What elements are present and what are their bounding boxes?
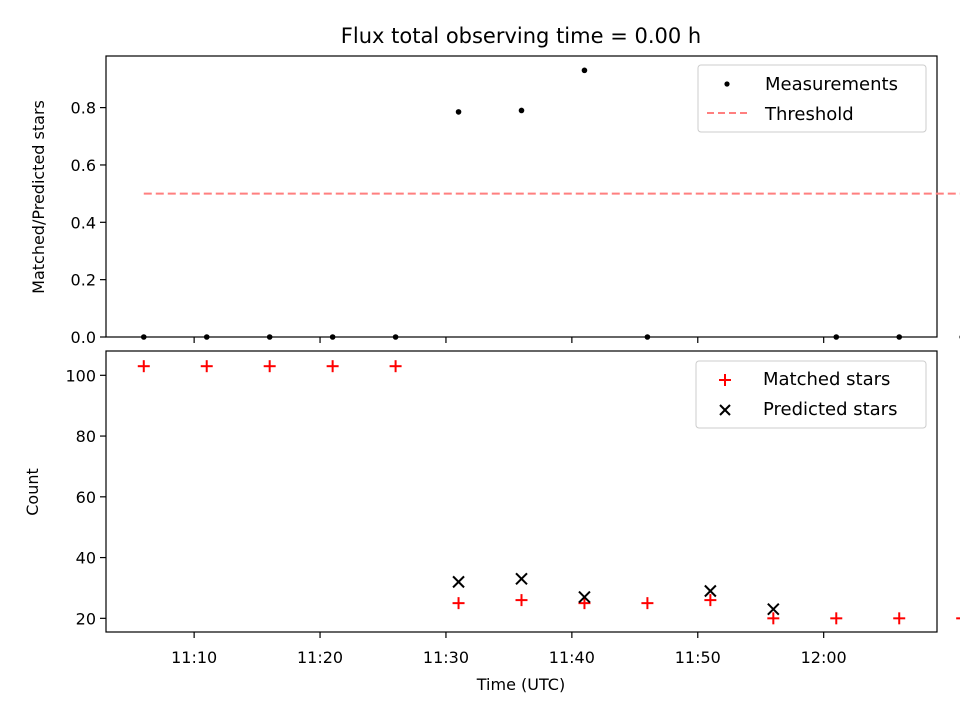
legend-predicted-marker <box>719 404 731 416</box>
predicted-star-stroke-b <box>515 572 528 586</box>
top-x-axis <box>193 337 825 343</box>
predicted-star-point <box>578 590 591 604</box>
bottom-x-tick-label: 11:30 <box>423 648 469 667</box>
matched-star-point <box>830 612 843 625</box>
matched-star-point <box>389 360 402 373</box>
measurement-point <box>581 67 588 74</box>
matched-star-point <box>200 360 213 373</box>
measurement-point <box>896 334 903 340</box>
measurement-point <box>518 107 525 114</box>
predicted-star-stroke-b <box>767 603 780 616</box>
predicted-star-stroke-b <box>578 590 591 604</box>
predicted-star-point <box>767 603 780 616</box>
top-legend: Measurements Threshold <box>697 64 927 133</box>
measurement-point <box>203 334 210 340</box>
legend-matched-label: Matched stars <box>763 369 890 390</box>
bottom-y-tick-label: 40 <box>76 549 96 568</box>
matched-stars-series <box>137 360 960 625</box>
matched-star-point <box>956 617 960 620</box>
top-y-tick-label: 0.6 <box>71 156 96 175</box>
matched-star-point <box>326 360 339 373</box>
legend-matched-marker <box>719 374 731 386</box>
matched-star-point <box>263 360 276 373</box>
top-y-tick-label: 0.4 <box>71 213 96 232</box>
bottom-y-axis: 20 40 60 80 100 <box>65 366 106 628</box>
measurement-point <box>644 334 651 340</box>
measurement-point <box>833 334 840 340</box>
top-y-tick-label: 0.2 <box>71 271 96 290</box>
bottom-y-axis-label: Count <box>23 468 42 516</box>
top-legend-box <box>697 64 927 133</box>
x-axis-label: Time (UTC) <box>476 675 565 694</box>
bottom-legend-box <box>695 360 927 429</box>
matched-star-point <box>704 594 717 607</box>
legend-predicted-label: Predicted stars <box>763 399 897 420</box>
top-y-tick-label: 0.8 <box>71 99 96 118</box>
predicted-star-stroke-b <box>452 575 465 589</box>
top-plot-frame <box>105 55 938 338</box>
measurement-point <box>140 334 147 340</box>
measurement-point <box>266 334 273 340</box>
measurement-point <box>392 334 399 340</box>
bottom-x-tick-label: 11:10 <box>171 648 217 667</box>
bottom-x-tick-label: 11:40 <box>549 648 595 667</box>
matched-star-point <box>137 360 150 373</box>
predicted-star-point <box>452 575 465 589</box>
matched-star-point <box>893 612 906 625</box>
predicted-stars-series <box>452 572 780 616</box>
predicted-star-stroke-b <box>704 584 717 598</box>
legend-threshold-label: Threshold <box>764 104 854 125</box>
top-y-axis: 0.0 0.2 0.4 0.6 0.8 <box>71 99 106 347</box>
matched-star-point <box>515 594 528 607</box>
chart-title: Flux total observing time = 0.00 h <box>341 24 701 48</box>
bottom-x-tick-label: 11:50 <box>675 648 721 667</box>
top-y-axis-label: Matched/Predicted stars <box>29 100 48 294</box>
top-y-tick-label: 0.0 <box>71 328 96 347</box>
bottom-y-tick-label: 20 <box>76 609 96 628</box>
bottom-x-axis: 11:10 11:20 11:30 11:40 11:50 12:00 <box>171 632 847 667</box>
matched-star-point <box>641 597 654 610</box>
legend-measurements-label: Measurements <box>765 74 898 95</box>
bottom-y-tick-label: 60 <box>76 488 96 507</box>
bottom-plot-frame <box>105 350 938 633</box>
matched-star-point <box>452 597 465 610</box>
predicted-star-point <box>704 584 717 598</box>
matched-star-point <box>578 597 591 610</box>
legend-measurements-marker <box>724 81 730 87</box>
measurement-point <box>329 334 336 340</box>
bottom-y-tick-label: 80 <box>76 427 96 446</box>
bottom-x-tick-label: 12:00 <box>801 648 847 667</box>
matched-star-point <box>767 612 780 625</box>
bottom-x-tick-label: 11:20 <box>297 648 343 667</box>
predicted-star-point <box>515 572 528 586</box>
measurement-point <box>455 109 462 115</box>
bottom-legend: Matched stars Predicted stars <box>695 360 927 429</box>
bottom-y-tick-label: 100 <box>65 366 96 385</box>
